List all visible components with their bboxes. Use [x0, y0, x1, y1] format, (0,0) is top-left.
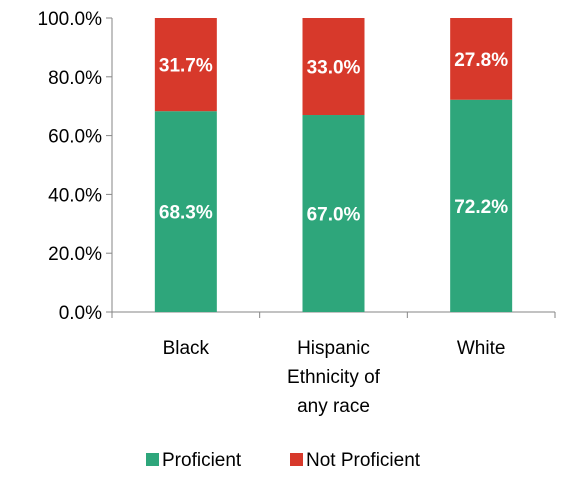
data-label: 31.7%: [159, 56, 213, 77]
y-tick-label: 60.0%: [48, 127, 102, 148]
x-category-label: White: [457, 338, 506, 359]
legend: Proficient Not Proficient: [146, 450, 421, 471]
x-category-label: Black: [163, 338, 210, 359]
x-category-label: Hispanic: [297, 338, 370, 359]
bar-proficient: [450, 99, 513, 313]
legend-swatch: [290, 453, 303, 466]
bar-proficient: [154, 111, 217, 312]
axes: 0.0% 20.0% 40.0% 60.0% 80.0% 100.0% Black Hispa…: [38, 9, 556, 417]
y-tick-label: 20.0%: [48, 244, 102, 265]
data-labels: 68.3% 31.7% 67.0% 33.0% 72.2% 27.8%: [159, 50, 508, 226]
y-tick-label: 80.0%: [48, 68, 102, 89]
data-label: 67.0%: [307, 205, 361, 226]
bar-proficient: [302, 115, 365, 313]
legend-label: Proficient: [162, 450, 242, 471]
x-category-label: Ethnicity of: [287, 367, 381, 388]
bar-not-proficient: [154, 18, 217, 112]
data-label: 27.8%: [454, 50, 508, 71]
bars: [154, 18, 513, 313]
y-tick-label: 40.0%: [48, 185, 102, 206]
data-label: 72.2%: [454, 197, 508, 218]
data-label: 33.0%: [307, 58, 361, 79]
bar-not-proficient: [302, 18, 365, 116]
data-label: 68.3%: [159, 203, 213, 224]
legend-swatch: [146, 453, 159, 466]
legend-label: Not Proficient: [306, 450, 421, 471]
x-category-label: any race: [297, 396, 370, 417]
y-tick-label: 0.0%: [59, 303, 102, 324]
y-tick-label: 100.0%: [38, 9, 103, 30]
bar-not-proficient: [450, 18, 513, 100]
